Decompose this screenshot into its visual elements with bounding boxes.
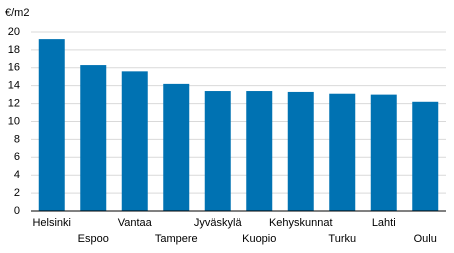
bar (246, 91, 273, 211)
x-tick-label: Turku (328, 233, 356, 245)
x-tick-label: Jyväskylä (194, 217, 243, 229)
bar (412, 101, 439, 211)
bar (121, 71, 148, 211)
y-tick-label: 16 (8, 62, 20, 74)
x-tick-label: Tampere (155, 233, 198, 245)
x-tick-label: Kehyskunnat (269, 217, 333, 229)
bar (204, 91, 231, 211)
x-tick-label: Helsinki (32, 217, 71, 229)
y-tick-label: 8 (14, 133, 20, 145)
x-tick-label: Vantaa (118, 217, 153, 229)
y-tick-label: 14 (8, 80, 20, 92)
y-tick-label: 12 (8, 97, 20, 109)
bar (329, 93, 356, 211)
x-tick-label: Oulu (414, 233, 437, 245)
y-tick-label: 4 (14, 169, 20, 181)
x-tick-label: Lahti (372, 217, 396, 229)
x-tick-label: Espoo (78, 233, 109, 245)
bar (287, 91, 314, 211)
y-axis-label: €/m2 (5, 7, 29, 19)
y-tick-label: 10 (8, 115, 20, 127)
bar (38, 39, 65, 211)
y-tick-label: 2 (14, 187, 20, 199)
x-tick-label: Kuopio (242, 233, 276, 245)
y-tick-label: 6 (14, 151, 20, 163)
y-tick-label: 0 (14, 205, 20, 217)
bar (370, 94, 397, 211)
bar (163, 83, 190, 211)
y-tick-label: 18 (8, 44, 20, 56)
y-tick-label: 20 (8, 26, 20, 38)
bar (80, 65, 107, 211)
